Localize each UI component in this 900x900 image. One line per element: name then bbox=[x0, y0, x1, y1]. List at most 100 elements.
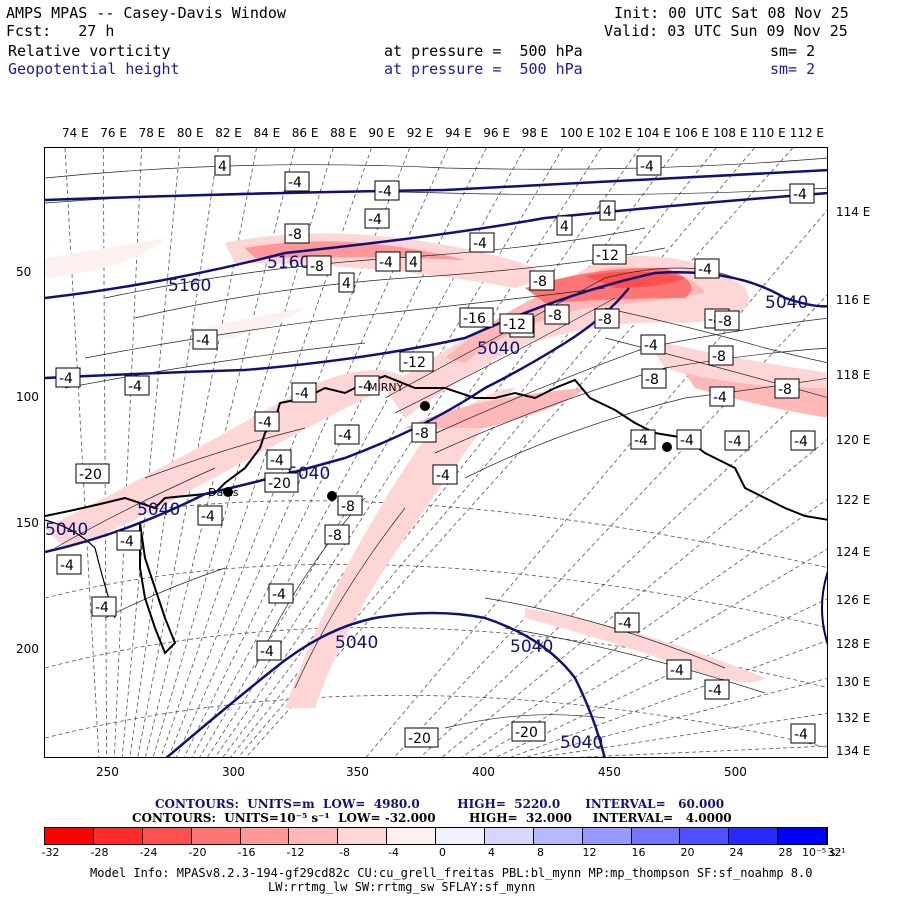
vorticity-label: -4 bbox=[634, 433, 648, 449]
vorticity-label-box bbox=[666, 659, 692, 680]
vorticity-label: -8 bbox=[718, 314, 732, 330]
colorbar-label: 24 bbox=[729, 846, 744, 859]
init-time: Init: 00 UTC Sat 08 Nov 25 bbox=[614, 4, 849, 22]
colorbar-label: -16 bbox=[237, 846, 256, 859]
vorticity-label: -4 bbox=[295, 386, 309, 402]
vorticity-label-box bbox=[364, 208, 390, 229]
colorbar-label: -28 bbox=[90, 846, 109, 859]
colorbar-swatch bbox=[93, 828, 143, 844]
colorbar-swatch bbox=[729, 828, 779, 844]
colorbar-label: 20 bbox=[680, 846, 695, 859]
vorticity-label-box bbox=[374, 180, 400, 201]
vorticity-label-box bbox=[544, 304, 570, 325]
vorticity-label: 4 bbox=[342, 276, 351, 292]
vorticity-label: -8 bbox=[341, 499, 355, 515]
vorticity-label: -4 bbox=[644, 338, 658, 354]
geopotential-contours bbox=[45, 168, 827, 757]
top-lon-label: 74 E bbox=[62, 126, 89, 140]
right-lon-label: 132 E bbox=[836, 711, 871, 725]
height-contour-label: 5040 bbox=[45, 520, 88, 540]
top-lon-label: 106 E bbox=[674, 126, 710, 140]
vorticity-label-box bbox=[338, 272, 355, 293]
station-markers bbox=[223, 401, 672, 501]
vorticity-label: -4 bbox=[713, 390, 727, 406]
height-contour-label: 5160 bbox=[267, 253, 310, 273]
meridian-line bbox=[461, 498, 827, 757]
vorticity-labels: 4-4-4-4-444-4-4-8-84-44-12-4-8-16-8-8-8-… bbox=[55, 155, 816, 748]
davis-label: Davis bbox=[208, 486, 239, 499]
meridian-line bbox=[207, 148, 602, 757]
height-contour-label: 5040 bbox=[510, 637, 553, 657]
colorbar-label: 8 bbox=[537, 846, 544, 859]
mirny-station-marker bbox=[420, 401, 430, 411]
colorbar-label: -20 bbox=[188, 846, 207, 859]
vorticity-label: -4 bbox=[258, 415, 272, 431]
vorticity-label: -12 bbox=[403, 355, 426, 371]
vorticity-label-box bbox=[459, 307, 494, 328]
vorticity-label-box bbox=[432, 464, 458, 485]
colorbar bbox=[44, 827, 828, 845]
vorticity-label: -4 bbox=[794, 727, 808, 743]
x-axis-label: 350 bbox=[346, 765, 369, 779]
colorbar-label: -24 bbox=[139, 846, 158, 859]
height-contour-label: 5040 bbox=[335, 633, 378, 653]
x-axis-label: 250 bbox=[96, 765, 119, 779]
vorticity-label: -4 bbox=[640, 159, 654, 175]
colorbar-swatch bbox=[484, 828, 534, 844]
x-axis-label: 500 bbox=[724, 765, 747, 779]
right-lon-label: 128 E bbox=[836, 637, 871, 651]
y-axis-label: 50 bbox=[16, 265, 32, 279]
vorticity-label-box bbox=[284, 223, 310, 244]
colorbar-swatch bbox=[240, 828, 290, 844]
vorticity-label: -20 bbox=[79, 467, 102, 483]
colorbar-label: 4 bbox=[488, 846, 495, 859]
vorticity-label: 4 bbox=[603, 204, 612, 220]
vorticity-label-box bbox=[55, 367, 81, 388]
right-lon-label: 130 E bbox=[836, 675, 871, 689]
colorbar-swatch bbox=[289, 828, 339, 844]
vorticity-label-box bbox=[556, 215, 573, 236]
colorbar-swatch bbox=[582, 828, 632, 844]
vorticity-label-box bbox=[284, 171, 310, 192]
vorticity-label-box bbox=[774, 378, 800, 399]
top-lon-label: 104 E bbox=[636, 126, 671, 140]
vorticity-label-box bbox=[714, 310, 740, 331]
vorticity-label-box bbox=[264, 472, 299, 493]
vorticity-label: -4 bbox=[120, 534, 134, 550]
vorticity-label: -4 bbox=[358, 379, 372, 395]
meridian-line bbox=[524, 678, 827, 757]
vorticity-label-box bbox=[375, 251, 401, 272]
vorticity-label: -4 bbox=[436, 468, 450, 484]
height-contour-label: 5040 bbox=[765, 293, 808, 313]
vorticity-label-box bbox=[499, 313, 534, 334]
field1-name: Relative vorticity bbox=[8, 42, 171, 60]
vorticity-label: -8 bbox=[288, 227, 302, 243]
y-axis-label: 150 bbox=[16, 516, 39, 530]
davis-station-marker bbox=[223, 487, 233, 497]
vorticity-label-box bbox=[724, 430, 750, 451]
vorticity-label-box bbox=[197, 505, 223, 526]
vorticity-label-box bbox=[599, 200, 616, 221]
colorbar-swatch bbox=[631, 828, 681, 844]
vorticity-label: -8 bbox=[645, 372, 659, 388]
vorticity-label: -12 bbox=[596, 248, 619, 264]
vorticity-label-box bbox=[254, 411, 280, 432]
meridian-line bbox=[576, 745, 827, 757]
top-lon-label: 90 E bbox=[368, 126, 396, 140]
vorticity-label-box bbox=[641, 368, 667, 389]
ice-shelf-outline bbox=[139, 522, 177, 655]
right-lon-label: 118 E bbox=[836, 368, 871, 382]
vorticity-label-box bbox=[789, 183, 815, 204]
meridian-line bbox=[168, 148, 411, 757]
vorticity-label-box bbox=[469, 232, 495, 253]
vorticity-label: -4 bbox=[379, 255, 393, 271]
valid-time: Valid: 03 UTC Sun 09 Nov 25 bbox=[604, 22, 848, 40]
meridian-line bbox=[114, 148, 142, 757]
vorticity-label-box bbox=[306, 255, 332, 276]
vorticity-label-box bbox=[709, 386, 735, 407]
right-lon-label: 124 E bbox=[836, 545, 871, 559]
y-axis-label: 200 bbox=[16, 642, 39, 656]
vorticity-label: -8 bbox=[712, 349, 726, 365]
top-lon-label: 86 E bbox=[291, 126, 319, 140]
right-lon-label: 116 E bbox=[836, 293, 871, 307]
